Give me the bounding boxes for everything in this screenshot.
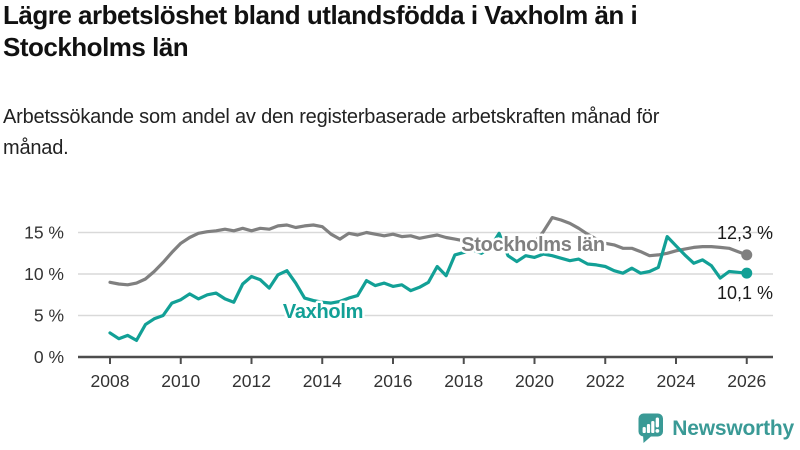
x-tick-label: 2016 (374, 371, 413, 391)
series-label-vaxholm: Vaxholm (283, 301, 363, 323)
y-tick-label: 5 % (34, 306, 64, 326)
chart-subtitle: Arbetssökande som andel av den registerb… (3, 106, 660, 159)
y-tick-label: 10 % (24, 264, 64, 284)
line-chart: 0 % 5 % 10 % 15 % 2008 2010 2012 2014 2016 2018 20… (24, 216, 773, 391)
brand-footer: Newsworthy (638, 413, 794, 444)
x-tick-label: 2020 (515, 371, 554, 391)
x-tick-label: 2012 (232, 371, 271, 391)
chart-title: Lägre arbetslöshet bland utlandsfödda i … (3, 0, 638, 62)
end-dot-stockholms-l-n (741, 249, 753, 261)
y-tick-label: 15 % (24, 223, 64, 243)
x-tick-label: 2026 (727, 371, 766, 391)
x-tick-label: 2010 (161, 371, 200, 391)
end-value-label-stockholms-l-n: 12,3 % (717, 223, 773, 243)
x-tick-label: 2022 (586, 371, 625, 391)
x-tick-label: 2008 (91, 371, 130, 391)
x-tick-label: 2024 (657, 371, 696, 391)
brand-name: Newsworthy (672, 416, 794, 440)
series-line-vaxholm (108, 231, 749, 342)
end-value-label-vaxholm: 10,1 % (717, 283, 773, 303)
series-label-stockholms-l-n: Stockholms län (461, 234, 605, 256)
x-tick-label: 2014 (303, 371, 342, 391)
end-dot-vaxholm (741, 267, 753, 279)
series-line-stockholms-l-n (108, 216, 749, 287)
x-tick-label: 2018 (444, 371, 483, 391)
y-tick-label: 0 % (34, 347, 64, 367)
newsworthy-logo-icon (638, 413, 664, 443)
